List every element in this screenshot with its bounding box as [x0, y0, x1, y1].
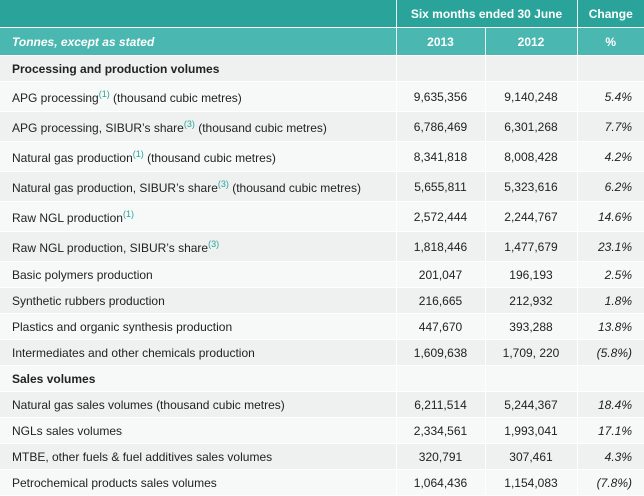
table-row: Natural gas production(1) (thousand cubi…	[0, 141, 644, 172]
change-pct: 17.1%	[577, 417, 644, 444]
footnote-marker: (1)	[122, 208, 134, 219]
value-2013: 6,786,469	[396, 111, 486, 142]
header-row-2: Tonnes, except as stated 2013 2012 %	[0, 27, 644, 56]
value-2012: 393,288	[485, 313, 578, 340]
row-label: Basic polymers production	[0, 261, 397, 288]
header-pct: %	[577, 27, 644, 56]
change-pct: 2.5%	[577, 261, 644, 288]
change-pct: 23.1%	[577, 231, 644, 262]
value-2013: 1,609,638	[396, 339, 486, 366]
table-row: NGLs sales volumes 2,334,561 1,993,041 1…	[0, 417, 644, 444]
section-title-sales: Sales volumes	[0, 365, 397, 392]
value-2013: 5,655,811	[396, 171, 486, 202]
row-label: APG processing, SIBUR’s share(3) (thousa…	[0, 111, 397, 142]
value-2012: 5,323,616	[485, 171, 578, 202]
footnote-marker: (1)	[132, 148, 144, 159]
header-change: Change	[577, 0, 644, 28]
row-label: Raw NGL production(1)	[0, 201, 397, 232]
table-row: APG processing(1) (thousand cubic metres…	[0, 81, 644, 112]
table-row: APG processing, SIBUR’s share(3) (thousa…	[0, 111, 644, 142]
row-label: Plastics and organic synthesis productio…	[0, 313, 397, 340]
value-2013: 6,211,514	[396, 391, 486, 418]
value-2012: 307,461	[485, 443, 578, 470]
value-2013: 9,635,356	[396, 81, 486, 112]
table-row: Basic polymers production 201,047 196,19…	[0, 261, 644, 288]
change-pct: 5.4%	[577, 81, 644, 112]
value-2013: 8,341,818	[396, 141, 486, 172]
table-row: Plastics and organic synthesis productio…	[0, 313, 644, 340]
value-2012: 1,709, 220	[485, 339, 578, 366]
value-2012: 8,008,428	[485, 141, 578, 172]
row-label: APG processing(1) (thousand cubic metres…	[0, 81, 397, 112]
section-row-sales: Sales volumes	[0, 365, 644, 392]
header-row-1: Six months ended 30 June Change	[0, 0, 644, 28]
header-year-2013: 2013	[396, 27, 486, 56]
value-2013: 320,791	[396, 443, 486, 470]
header-blank	[0, 0, 397, 28]
table-row: Natural gas production, SIBUR’s share(3)…	[0, 171, 644, 202]
footnote-marker: (1)	[98, 88, 110, 99]
row-label: Raw NGL production, SIBUR’s share(3)	[0, 231, 397, 262]
value-2013: 447,670	[396, 313, 486, 340]
footnote-marker: (3)	[217, 178, 229, 189]
footnote-marker: (3)	[183, 118, 195, 129]
value-2012: 9,140,248	[485, 81, 578, 112]
table-row: Synthetic rubbers production 216,665 212…	[0, 287, 644, 314]
header-year-2012: 2012	[485, 27, 578, 56]
value-2013: 201,047	[396, 261, 486, 288]
table-row: Raw NGL production, SIBUR’s share(3) 1,8…	[0, 231, 644, 262]
row-label: NGLs sales volumes	[0, 417, 397, 444]
value-2012: 1,477,679	[485, 231, 578, 262]
change-pct: (5.8%)	[577, 339, 644, 366]
row-label: Synthetic rubbers production	[0, 287, 397, 314]
value-2012: 2,244,767	[485, 201, 578, 232]
change-pct: 7.7%	[577, 111, 644, 142]
row-label: Natural gas production(1) (thousand cubi…	[0, 141, 397, 172]
change-pct: 14.6%	[577, 201, 644, 232]
value-2012: 1,993,041	[485, 417, 578, 444]
section-title-processing: Processing and production volumes	[0, 55, 397, 82]
row-label: Natural gas sales volumes (thousand cubi…	[0, 391, 397, 418]
change-pct: 1.8%	[577, 287, 644, 314]
row-label: MTBE, other fuels & fuel additives sales…	[0, 443, 397, 470]
value-2012: 196,193	[485, 261, 578, 288]
value-2013: 1,818,446	[396, 231, 486, 262]
value-2012: 5,244,367	[485, 391, 578, 418]
footnote-marker: (3)	[208, 238, 220, 249]
value-2013: 2,334,561	[396, 417, 486, 444]
section-row-processing: Processing and production volumes	[0, 55, 644, 82]
value-2012: 212,932	[485, 287, 578, 314]
table-row: Intermediates and other chemicals produc…	[0, 339, 644, 366]
change-pct: 4.3%	[577, 443, 644, 470]
row-label: Intermediates and other chemicals produc…	[0, 339, 397, 366]
table-row: MTBE, other fuels & fuel additives sales…	[0, 443, 644, 470]
value-2013: 2,572,444	[396, 201, 486, 232]
change-pct: 4.2%	[577, 141, 644, 172]
row-label: Natural gas production, SIBUR’s share(3)…	[0, 171, 397, 202]
change-pct: 13.8%	[577, 313, 644, 340]
change-pct: 6.2%	[577, 171, 644, 202]
table-row: Raw NGL production(1) 2,572,444 2,244,76…	[0, 201, 644, 232]
table-row: Natural gas sales volumes (thousand cubi…	[0, 391, 644, 418]
header-unit-label: Tonnes, except as stated	[0, 27, 397, 56]
value-2012: 6,301,268	[485, 111, 578, 142]
header-period: Six months ended 30 June	[396, 0, 578, 28]
value-2013: 216,665	[396, 287, 486, 314]
change-pct: 18.4%	[577, 391, 644, 418]
